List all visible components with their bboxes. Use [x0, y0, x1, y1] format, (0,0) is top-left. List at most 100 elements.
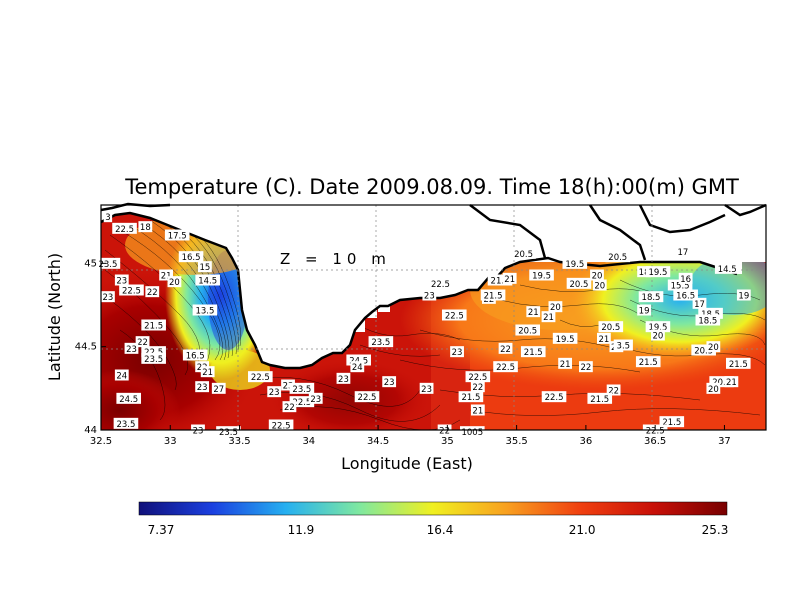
- contour-label: 15: [198, 261, 212, 273]
- svg-text:20.5: 20.5: [694, 347, 713, 357]
- colorbar-tick-label: 25.3: [702, 523, 729, 537]
- contour-label: 23.5: [368, 336, 394, 348]
- svg-text:23: 23: [452, 348, 463, 358]
- svg-text:22: 22: [284, 403, 295, 413]
- svg-text:23: 23: [283, 382, 294, 392]
- svg-text:21: 21: [543, 313, 554, 323]
- contour-label: 20: [706, 382, 721, 395]
- y-axis-ticks: 44 44.5 45: [75, 258, 106, 436]
- x-axis-ticks: 32.5 33 33.5 34 34.5 35 35.5 36 36.5 37: [90, 425, 731, 447]
- y-axis-label: Latitude (North): [45, 253, 64, 381]
- svg-text:16.5: 16.5: [182, 253, 201, 263]
- contour-label: 23: [336, 372, 351, 385]
- contour-label: 21.5: [520, 346, 546, 358]
- contour-label: 17: [692, 297, 707, 310]
- colorbar-ticks: 7.37 11.9 16.4 21.0 25.3: [148, 523, 729, 537]
- svg-text:20.5: 20.5: [601, 323, 620, 333]
- contour-label: 3: [103, 211, 113, 223]
- svg-text:21.5: 21.5: [144, 322, 163, 332]
- svg-text:21.5: 21.5: [491, 277, 510, 287]
- svg-text:22.5: 22.5: [358, 393, 377, 403]
- colorbar-bar: [138, 501, 728, 516]
- x-tick-label: 36.5: [644, 436, 666, 447]
- contour-label: 23: [267, 386, 282, 398]
- contour-label: 21: [159, 269, 174, 282]
- contour-label: 22: [135, 336, 150, 348]
- svg-text:23.5: 23.5: [116, 420, 135, 430]
- svg-text:22.5: 22.5: [431, 280, 450, 290]
- contour-label: 23: [124, 342, 139, 355]
- contour-label: 20.5: [598, 321, 624, 333]
- contour-label: 23: [308, 392, 323, 405]
- svg-text:21: 21: [726, 378, 737, 388]
- svg-text:22.5: 22.5: [445, 312, 464, 322]
- contour-label: 16.5: [182, 349, 208, 362]
- x-tick-label: 35: [441, 436, 454, 447]
- svg-text:3: 3: [105, 213, 110, 223]
- svg-text:18.5: 18.5: [698, 317, 717, 327]
- svg-text:20.5: 20.5: [518, 327, 537, 337]
- contour-label: 23: [382, 376, 397, 388]
- x-tick-label: 33: [164, 436, 177, 447]
- contour-label: 21: [526, 306, 541, 318]
- svg-text:16: 16: [680, 275, 691, 285]
- svg-text:21: 21: [560, 360, 571, 370]
- contour-label: 21.5: [587, 392, 613, 405]
- contour-label: 22.5: [465, 371, 491, 383]
- svg-text:20: 20: [653, 332, 664, 342]
- contour-label: 22.5: [248, 371, 273, 383]
- contour-label: 19.5: [645, 266, 671, 278]
- svg-text:24: 24: [352, 363, 363, 373]
- svg-text:19: 19: [639, 307, 650, 317]
- contour-label: 23.5: [95, 257, 121, 270]
- contour-label: 23: [419, 382, 434, 395]
- contour-label: 20.5: [709, 376, 734, 388]
- svg-text:21: 21: [161, 272, 172, 282]
- contour-label: 21.5: [141, 319, 166, 332]
- contour-label: 21.5: [659, 416, 685, 428]
- svg-text:14.5: 14.5: [718, 265, 737, 275]
- contour-label: 14.5: [195, 274, 220, 287]
- contour-label: 22.5: [428, 277, 453, 290]
- contour-label: 22.5: [354, 391, 380, 403]
- contour-label: 22.5: [541, 391, 567, 403]
- svg-text:23: 23: [116, 277, 127, 287]
- contour-label: 23.5: [289, 382, 315, 395]
- contour-label: 16: [678, 272, 693, 285]
- svg-text:21.5: 21.5: [461, 393, 480, 403]
- contour-label: 24: [350, 361, 365, 373]
- colorbar: 7.37 11.9 16.4 21.0 25.3: [138, 501, 729, 537]
- contour-label: 19.5: [529, 269, 554, 282]
- svg-text:17: 17: [677, 248, 688, 258]
- svg-text:18: 18: [639, 268, 650, 278]
- contour-label: 19: [637, 304, 651, 317]
- x-tick-label: 36: [580, 436, 593, 447]
- svg-text:22: 22: [580, 363, 591, 373]
- svg-text:21: 21: [504, 275, 515, 285]
- contour-label: 19.5: [562, 257, 588, 270]
- svg-text:22.5: 22.5: [122, 287, 141, 297]
- svg-text:18.5: 18.5: [642, 293, 661, 303]
- y-tick-label: 44.5: [75, 342, 97, 353]
- svg-text:1005: 1005: [461, 428, 483, 438]
- contour-label: 22: [282, 401, 297, 413]
- svg-text:24: 24: [116, 372, 127, 382]
- contour-label: 18: [138, 221, 153, 233]
- contour-label: 22: [578, 361, 593, 373]
- colorbar-tick-label: 7.37: [148, 523, 175, 537]
- svg-text:23: 23: [193, 427, 204, 437]
- contour-label: 20.5: [511, 247, 536, 260]
- colorbar-tick-label: 21.0: [569, 523, 596, 537]
- contour-label: 27: [211, 382, 226, 395]
- svg-text:22.5: 22.5: [545, 393, 564, 403]
- svg-text:22.5: 22.5: [251, 373, 270, 383]
- contour-label: 22: [470, 381, 485, 393]
- contour-label: 18: [637, 266, 651, 278]
- contour-label: 23: [422, 289, 437, 302]
- contour-label: 22: [606, 384, 621, 397]
- svg-text:23: 23: [197, 383, 208, 393]
- contour-label: 21.5: [480, 289, 506, 302]
